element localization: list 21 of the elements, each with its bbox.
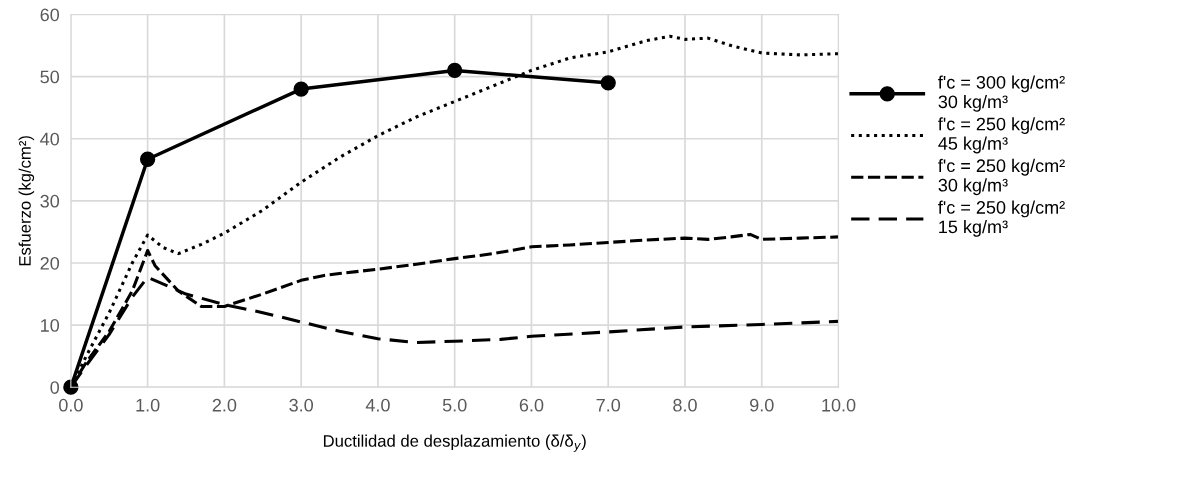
x-tick-label: 9.0 bbox=[750, 398, 774, 412]
x-tick-label: 3.0 bbox=[289, 398, 313, 412]
x-tick-label: 2.0 bbox=[212, 398, 237, 412]
legend-label: f'c = 250 kg/cm² 15 kg/m³ bbox=[938, 200, 1065, 237]
y-tick-label: 30 bbox=[40, 194, 60, 208]
x-tick-label: 0.0 bbox=[59, 398, 83, 412]
x-tick-label: 8.0 bbox=[673, 398, 697, 412]
y-tick-label: 50 bbox=[40, 70, 60, 84]
x-axis-title: Ductilidad de desplazamiento (δ/δ$_{y}$) bbox=[323, 434, 586, 452]
y-tick-label: 0 bbox=[50, 381, 60, 394]
x-tick-label: 10.0 bbox=[822, 398, 856, 412]
y-tick-label: 40 bbox=[40, 132, 60, 146]
y-tick-label: 60 bbox=[40, 8, 60, 22]
y-axis-title: Esfuerzo (kg/cm²) bbox=[18, 136, 35, 266]
x-tick-label: 1.0 bbox=[136, 398, 160, 412]
x-tick-label: 5.0 bbox=[442, 398, 467, 412]
y-tick-label: 10 bbox=[41, 319, 60, 332]
x-tick-label: 6.0 bbox=[519, 398, 544, 412]
x-tick-label: 4.0 bbox=[365, 398, 390, 412]
y-tick-label: 20 bbox=[40, 256, 60, 270]
x-tick-label: 7.0 bbox=[596, 398, 621, 412]
